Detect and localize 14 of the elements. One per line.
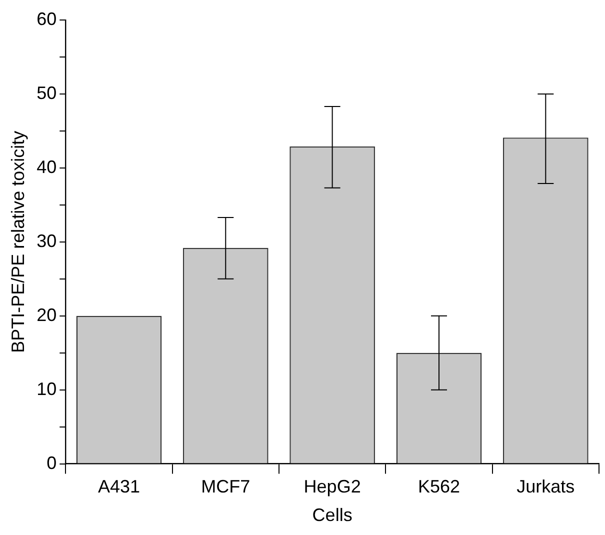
x-tick-label: MCF7 [201, 476, 250, 497]
y-tick-label: 30 [36, 230, 57, 251]
y-tick-label: 60 [36, 8, 57, 29]
y-axis-title: BPTI-PE/PE relative toxicity [8, 130, 28, 353]
y-tick-label: 0 [46, 452, 57, 473]
x-tick-label: K562 [418, 476, 460, 497]
x-tick-label: HepG2 [304, 476, 361, 497]
y-tick-label: 20 [36, 304, 57, 325]
x-tick-label: A431 [98, 476, 140, 497]
y-tick-label: 40 [36, 156, 57, 177]
x-tick-label: Jurkats [516, 476, 575, 497]
y-tick-label: 10 [36, 378, 57, 399]
y-tick-label: 50 [36, 82, 57, 103]
x-axis-title: Cells [312, 505, 352, 526]
